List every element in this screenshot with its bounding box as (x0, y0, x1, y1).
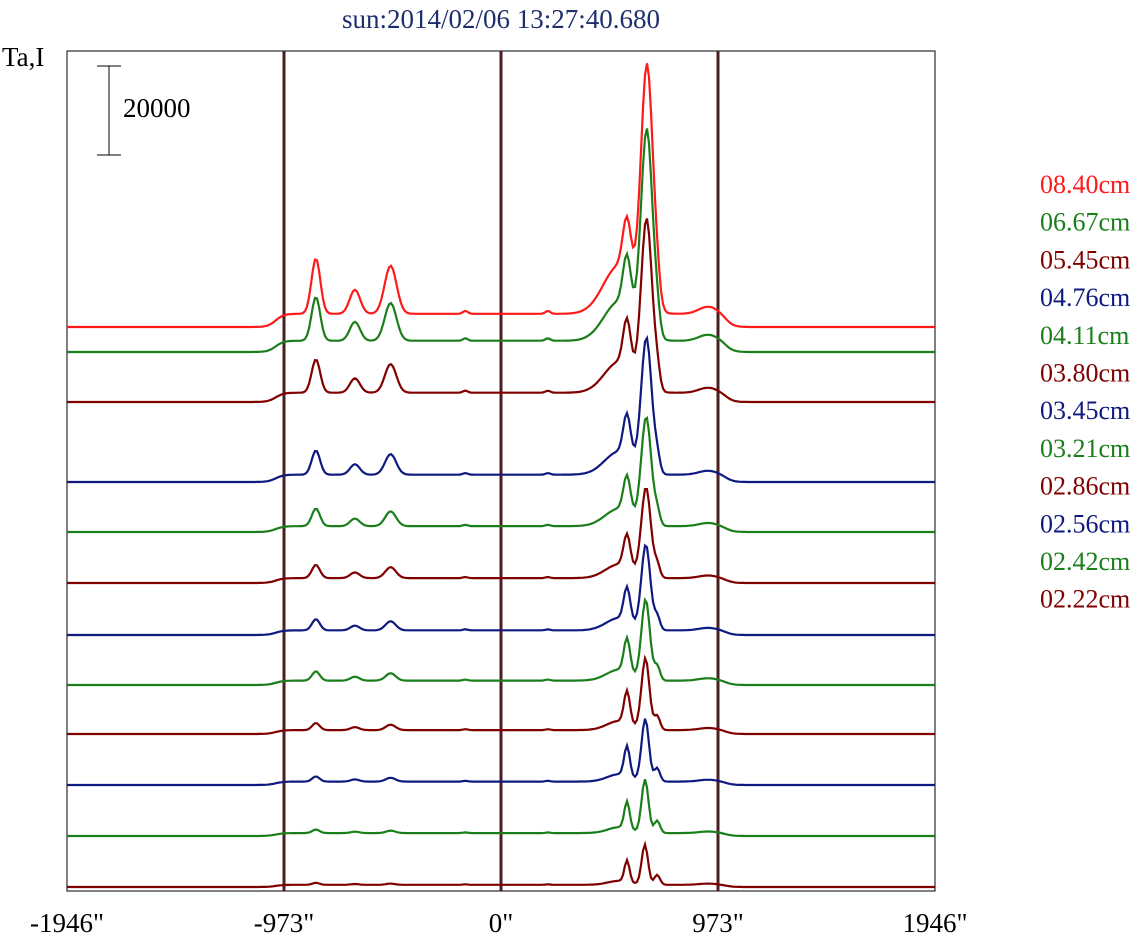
legend-item-04-11cm: 04.11cm (1040, 321, 1129, 350)
legend-item-02-42cm: 02.42cm (1040, 547, 1130, 576)
series-line-03-80cm (67, 488, 935, 585)
series-line-03-21cm (67, 596, 935, 687)
series-line-02-86cm (67, 654, 935, 736)
legend-item-03-21cm: 03.21cm (1040, 434, 1130, 463)
legend-item-04-76cm: 04.76cm (1040, 283, 1130, 312)
series-line-02-56cm (67, 718, 935, 787)
series-line-03-45cm (67, 543, 935, 637)
series-line-02-22cm (67, 840, 935, 889)
y-axis-label: Ta,I (2, 42, 44, 72)
legend-item-08-40cm: 08.40cm (1040, 170, 1130, 199)
scale-bar: 20000 (97, 65, 191, 156)
legend-item-02-56cm: 02.56cm (1040, 509, 1130, 538)
x-tick-label-3: 973" (692, 908, 744, 938)
legend-item-02-86cm: 02.86cm (1040, 472, 1130, 501)
series-line-06-67cm (67, 128, 935, 354)
legend-item-03-45cm: 03.45cm (1040, 396, 1130, 425)
series-lines (67, 63, 935, 889)
vertical-reference-lines (282, 51, 720, 891)
series-line-04-11cm (67, 416, 935, 534)
x-tick-label-0: -1946" (30, 908, 104, 938)
series-line-08-40cm (67, 63, 935, 329)
series-line-04-76cm (67, 334, 935, 484)
chart-title: sun:2014/02/06 13:27:40.680 (342, 4, 660, 34)
x-tick-label-4: 1946" (902, 908, 967, 938)
series-line-02-42cm (67, 778, 935, 838)
legend-item-05-45cm: 05.45cm (1040, 245, 1130, 274)
series-line-05-45cm (67, 218, 935, 404)
legend-item-02-22cm: 02.22cm (1040, 585, 1130, 614)
legend-item-06-67cm: 06.67cm (1040, 208, 1130, 237)
legend: 08.40cm 06.67cm 05.45cm 04.76cm 04.11cm 03.80… (1040, 170, 1130, 614)
x-tick-labels: -1946" -973" 0" 973" 1946" (30, 908, 968, 938)
x-tick-label-1: -973" (254, 908, 315, 938)
scale-bar-label: 20000 (123, 93, 191, 123)
legend-item-03-80cm: 03.80cm (1040, 359, 1130, 388)
x-tick-label-2: 0" (489, 908, 514, 938)
